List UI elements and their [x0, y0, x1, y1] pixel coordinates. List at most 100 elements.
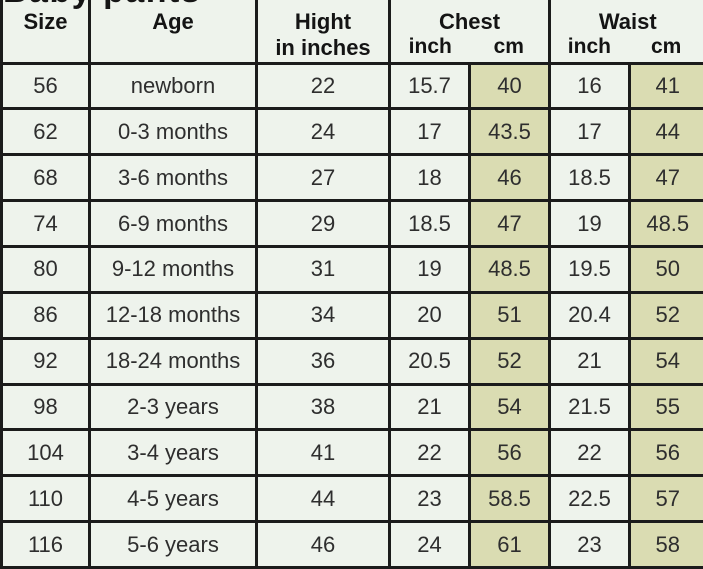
cell-waist-cm: 54	[628, 336, 703, 386]
cell-height-inches: 38	[255, 382, 391, 432]
cell-size: 80	[0, 244, 91, 294]
cell-chest-cm: 61	[468, 520, 551, 569]
table-row: 104 3-4 years 41 22 56 22 56	[0, 428, 703, 478]
table-row: 68 3-6 months 27 18 46 18.5 47	[0, 153, 703, 203]
cell-waist-cm: 41	[628, 61, 703, 111]
cell-waist-inch: 19.5	[548, 244, 631, 294]
cell-chest-cm: 46	[468, 153, 551, 203]
col-header-age: Age	[88, 0, 258, 65]
cell-chest-cm: 43.5	[468, 107, 551, 157]
cell-height-inches: 46	[255, 520, 391, 569]
cell-chest-inch: 18.5	[388, 199, 471, 248]
table-row: 80 9-12 months 31 19 48.5 19.5 50	[0, 244, 703, 294]
cell-chest-inch: 18	[388, 153, 471, 203]
cell-waist-cm: 48.5	[628, 199, 703, 248]
col-header-size-label: Size	[23, 9, 68, 34]
cell-chest-inch: 15.7	[388, 61, 471, 111]
cell-height-inches: 31	[255, 244, 391, 294]
cell-height-inches: 24	[255, 107, 391, 157]
cell-chest-inch: 20	[388, 290, 471, 340]
cell-size: 86	[0, 290, 91, 340]
col-header-waist: Waist inch cm	[548, 0, 703, 65]
cell-age: 3-6 months	[88, 153, 258, 203]
table-row: 62 0-3 months 24 17 43.5 17 44	[0, 107, 703, 157]
cell-waist-cm: 50	[628, 244, 703, 294]
cell-waist-cm: 56	[628, 428, 703, 478]
col-header-waist-cm: cm	[650, 34, 682, 58]
cell-waist-inch: 18.5	[548, 153, 631, 203]
table-header: Size Age Hight in inches Chest inch cm	[0, 0, 703, 65]
cell-size: 62	[0, 107, 91, 157]
table-row: 110 4-5 years 44 23 58.5 22.5 57	[0, 474, 703, 524]
cell-chest-inch: 24	[388, 520, 471, 569]
cell-age: newborn	[88, 61, 258, 111]
cell-chest-cm: 58.5	[468, 474, 551, 524]
page-title: Baby pants	[3, 0, 201, 8]
cell-waist-cm: 52	[628, 290, 703, 340]
cell-chest-cm: 48.5	[468, 244, 551, 294]
cell-age: 0-3 months	[88, 107, 258, 157]
col-header-waist-inch: inch	[567, 34, 611, 58]
cell-age: 12-18 months	[88, 290, 258, 340]
cell-waist-inch: 16	[548, 61, 631, 111]
cell-age: 4-5 years	[88, 474, 258, 524]
cell-height-inches: 44	[255, 474, 391, 524]
cell-chest-cm: 51	[468, 290, 551, 340]
cell-size: 56	[0, 61, 91, 111]
col-header-chest-cm: cm	[493, 34, 524, 58]
cell-chest-inch: 20.5	[388, 336, 471, 386]
table-body: 56 newborn 22 15.7 40 16 41 62 0-3 month…	[0, 61, 703, 569]
cell-size: 98	[0, 382, 91, 432]
cell-age: 2-3 years	[88, 382, 258, 432]
cell-waist-inch: 22	[548, 428, 631, 478]
cell-chest-inch: 17	[388, 107, 471, 157]
col-header-chest-units: inch cm	[391, 35, 548, 60]
col-header-height: Hight in inches	[255, 0, 391, 65]
cell-waist-inch: 23	[548, 520, 631, 569]
cell-size: 104	[0, 428, 91, 478]
cell-waist-cm: 57	[628, 474, 703, 524]
cell-chest-cm: 52	[468, 336, 551, 386]
col-header-age-label: Age	[152, 9, 194, 34]
cell-age: 5-6 years	[88, 520, 258, 569]
col-header-chest-label: Chest	[438, 9, 501, 34]
cell-size: 110	[0, 474, 91, 524]
col-header-height-sublabel: in inches	[275, 34, 371, 60]
cell-size: 92	[0, 336, 91, 386]
cell-waist-inch: 17	[548, 107, 631, 157]
cell-waist-inch: 21.5	[548, 382, 631, 432]
cell-height-inches: 41	[255, 428, 391, 478]
cell-age: 6-9 months	[88, 199, 258, 248]
header-row: Size Age Hight in inches Chest inch cm	[0, 0, 703, 65]
cell-waist-cm: 55	[628, 382, 703, 432]
cell-waist-cm: 58	[628, 520, 703, 569]
cell-age: 9-12 months	[88, 244, 258, 294]
cell-waist-cm: 44	[628, 107, 703, 157]
col-header-waist-units: inch cm	[551, 35, 703, 60]
table-row: 74 6-9 months 29 18.5 47 19 48.5	[0, 199, 703, 248]
cell-size: 116	[0, 520, 91, 569]
table-row: 98 2-3 years 38 21 54 21.5 55	[0, 382, 703, 432]
cell-age: 18-24 months	[88, 336, 258, 386]
cell-waist-inch: 22.5	[548, 474, 631, 524]
cell-chest-cm: 40	[468, 61, 551, 111]
table-row: 116 5-6 years 46 24 61 23 58	[0, 520, 703, 569]
cell-height-inches: 36	[255, 336, 391, 386]
cell-chest-inch: 23	[388, 474, 471, 524]
col-header-chest-inch: inch	[408, 34, 452, 58]
col-header-size: Size	[0, 0, 91, 65]
cell-waist-inch: 19	[548, 199, 631, 248]
cell-height-inches: 27	[255, 153, 391, 203]
cell-waist-cm: 47	[628, 153, 703, 203]
cell-waist-inch: 21	[548, 336, 631, 386]
cell-chest-cm: 54	[468, 382, 551, 432]
col-header-waist-label: Waist	[598, 9, 657, 34]
cell-chest-inch: 22	[388, 428, 471, 478]
cell-chest-cm: 56	[468, 428, 551, 478]
col-header-height-label: Hight	[294, 9, 352, 34]
table-row: 92 18-24 months 36 20.5 52 21 54	[0, 336, 703, 386]
table-row: 56 newborn 22 15.7 40 16 41	[0, 61, 703, 111]
cell-chest-inch: 19	[388, 244, 471, 294]
